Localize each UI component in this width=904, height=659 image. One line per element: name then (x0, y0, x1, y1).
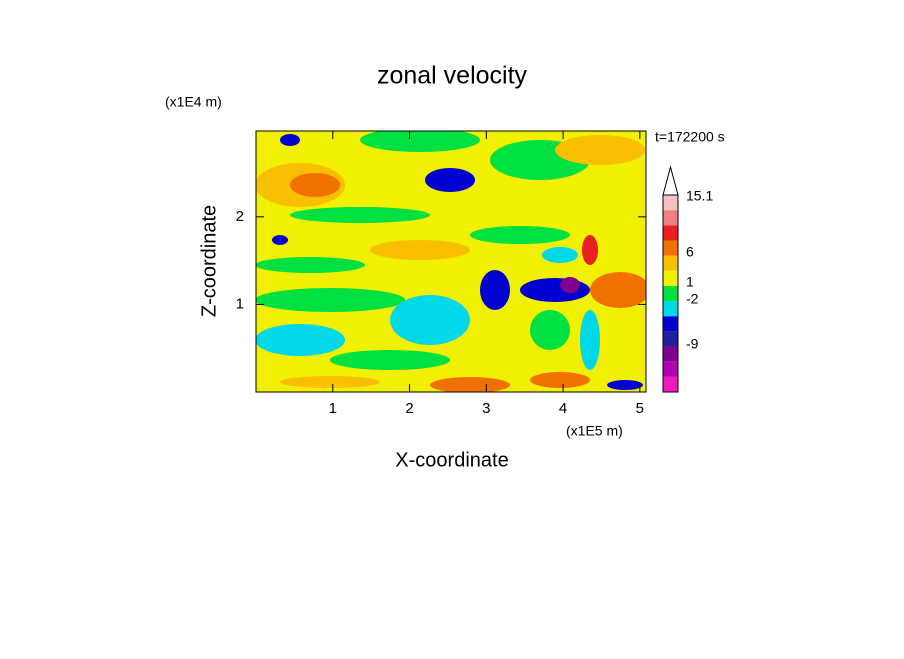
x-tick-label: 2 (405, 400, 413, 417)
colorbar-band (663, 285, 678, 302)
time-label: t=172200 s (655, 129, 725, 145)
plot-frame (255, 130, 647, 393)
colorbar-band (663, 361, 678, 377)
colorbar-band (663, 376, 678, 392)
colorbar-band (663, 195, 678, 211)
y-tick-label: 2 (236, 208, 244, 225)
colorbar-band (663, 240, 678, 256)
y-tick-label: 1 (236, 295, 244, 312)
colorbar-arrow (662, 165, 679, 196)
y-unit: (x1E4 m) (165, 94, 222, 110)
x-tick-label: 3 (482, 400, 490, 417)
colorbar-tick-label: 6 (686, 244, 694, 260)
x-tick-label: 5 (636, 400, 644, 417)
x-tick-label: 4 (559, 400, 567, 417)
colorbar-band (663, 270, 678, 286)
colorbar-frame (662, 194, 679, 393)
colorbar-tick-label: 15.1 (686, 188, 713, 204)
x-tick-label: 1 (329, 400, 337, 417)
colorbar-tick-label: -9 (686, 336, 699, 352)
colorbar-band (663, 316, 678, 332)
colorbar-band (663, 301, 678, 317)
x-unit: (x1E5 m) (566, 423, 623, 439)
colorbar-band (663, 346, 678, 362)
contour-field (256, 131, 646, 392)
colorbar-tick-label: 1 (686, 274, 694, 290)
x-axis-label: X-coordinate (395, 449, 508, 471)
colorbar-band (663, 225, 678, 241)
colorbar-band (663, 255, 678, 271)
chart-title: zonal velocity (377, 62, 528, 90)
y-axis-label: Z-coordinate (198, 205, 220, 317)
colorbar-band (663, 331, 678, 347)
colorbar-tick-label: -2 (686, 291, 699, 307)
colorbar-band (663, 210, 678, 226)
